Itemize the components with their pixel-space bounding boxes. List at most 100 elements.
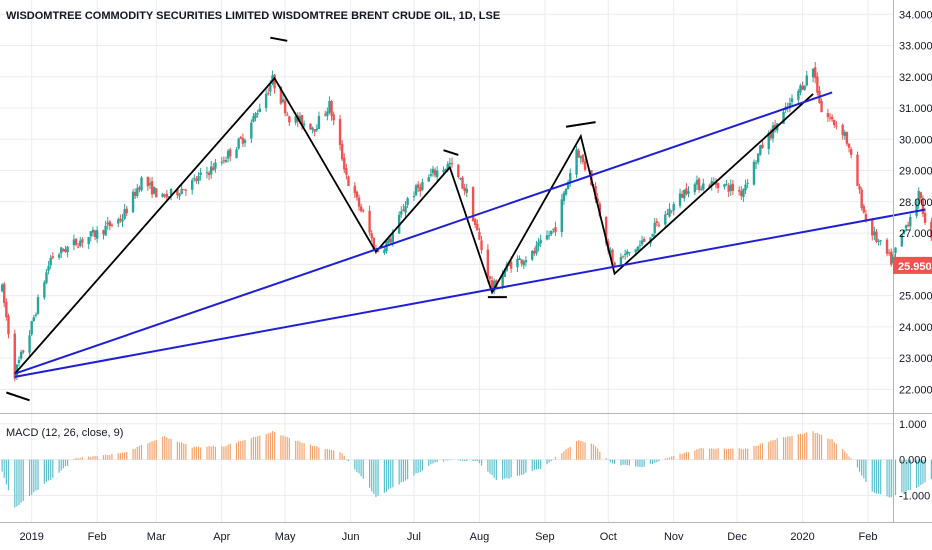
candle-body — [60, 247, 63, 254]
candle-body — [666, 213, 669, 215]
candle-body — [562, 192, 566, 202]
candle-body — [243, 140, 247, 143]
candle-body — [670, 210, 673, 212]
candle-body — [406, 198, 409, 206]
candle-body — [330, 101, 333, 116]
candle-body — [746, 182, 749, 184]
candle-body — [309, 123, 312, 130]
macd-axis-tick: 0.000 — [899, 455, 927, 467]
candle-body — [446, 163, 449, 170]
candle-body — [729, 184, 732, 192]
candle-body — [539, 239, 542, 244]
candle-body — [773, 124, 777, 129]
candle-body — [108, 221, 112, 227]
candle-body — [459, 178, 462, 180]
candle-body — [552, 228, 555, 230]
candle-body — [416, 184, 420, 189]
candle-body — [759, 145, 762, 155]
candle-body — [190, 180, 194, 190]
last-price-tag: 25.950 — [893, 256, 932, 274]
candle-body — [478, 231, 481, 240]
candle-body — [43, 282, 46, 298]
chart-drawings[interactable] — [6, 36, 926, 402]
candle-body — [845, 132, 849, 144]
candle-body — [653, 222, 656, 234]
price-axis-tick: 31.000 — [899, 103, 932, 115]
candle-body — [317, 116, 321, 130]
candle-body — [725, 183, 728, 185]
candle-body — [626, 251, 629, 255]
candle-body — [34, 314, 38, 316]
candle-body — [267, 92, 270, 94]
price-axis-tick: 28.000 — [899, 197, 932, 209]
candle-body — [49, 257, 52, 266]
candle-body — [79, 240, 82, 247]
candle-body — [45, 272, 48, 283]
candle-body — [875, 231, 878, 243]
candle-body — [754, 162, 758, 164]
time-axis-tick: Feb — [88, 531, 107, 543]
candle-body — [864, 214, 868, 222]
time-axis-tick: Dec — [727, 531, 747, 543]
candle-body — [448, 162, 452, 165]
time-axis-tick: 2019 — [19, 531, 43, 543]
candle-body — [104, 225, 107, 236]
candle-body — [391, 233, 395, 243]
candle-body — [894, 247, 897, 254]
candle-body — [36, 297, 40, 314]
candle-body — [801, 85, 804, 90]
candle-body — [180, 188, 183, 195]
candle-body — [917, 190, 920, 205]
candle-body — [710, 181, 713, 186]
candle-body — [738, 190, 741, 192]
candle-body — [638, 244, 642, 246]
candle-body — [176, 188, 179, 196]
candle-body — [184, 189, 188, 191]
candle-body — [575, 149, 578, 175]
candle-body — [235, 149, 238, 159]
candle-body — [146, 176, 150, 187]
candle-body — [347, 176, 350, 186]
candle-body — [205, 172, 209, 174]
candle-body — [474, 219, 477, 225]
candle-body — [623, 253, 627, 255]
candle-body — [193, 178, 196, 180]
candle-body — [904, 225, 908, 229]
price-axis-tick: 33.000 — [899, 41, 932, 53]
candle-body — [699, 188, 703, 190]
candle-body — [241, 138, 245, 144]
candle-body — [634, 249, 637, 253]
candle-body — [921, 198, 925, 214]
candle-body — [169, 189, 173, 196]
candle-body — [47, 265, 50, 271]
candle-body — [522, 261, 525, 266]
candle-body — [326, 111, 329, 117]
candle-body — [805, 75, 808, 86]
candle-body — [611, 249, 614, 263]
candle-body — [636, 246, 640, 251]
candle-body — [207, 172, 211, 176]
price-axis-tick: 34.000 — [899, 9, 932, 21]
candle-body — [613, 262, 616, 266]
time-axis-tick: May — [275, 531, 296, 543]
candle-body — [7, 315, 10, 335]
candle-body — [678, 193, 682, 206]
candle-body — [554, 227, 557, 233]
candle-body — [890, 251, 893, 265]
candle-body — [790, 98, 794, 103]
trend-line — [14, 91, 833, 375]
candle-body — [685, 188, 688, 195]
candle-body — [537, 242, 540, 247]
candle-body — [463, 187, 466, 192]
time-axis-tick: Apr — [213, 531, 230, 543]
price-axis-tick: 25.000 — [899, 291, 932, 303]
candle-body — [841, 124, 844, 136]
candle-body — [906, 224, 910, 226]
candle-body — [444, 168, 447, 171]
candle-body — [370, 233, 373, 239]
candle-body — [199, 172, 202, 176]
candle-body — [387, 237, 390, 243]
candle-body — [286, 114, 289, 116]
candle-body — [797, 91, 800, 100]
